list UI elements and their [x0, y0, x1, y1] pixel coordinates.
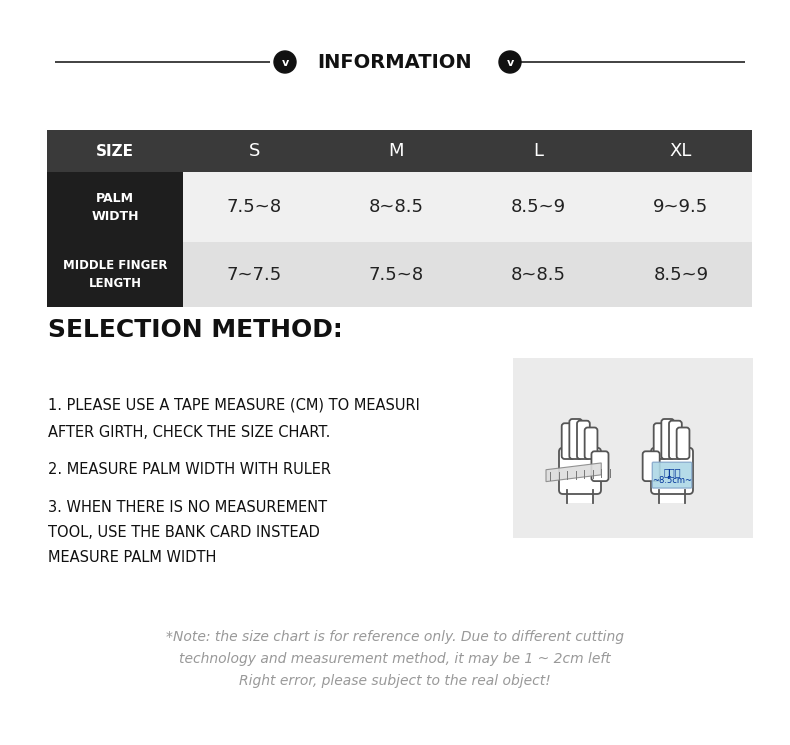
Bar	[665, 450, 670, 459]
Text: 7.5~8: 7.5~8	[227, 198, 282, 216]
Text: v: v	[281, 58, 288, 68]
Text: XL: XL	[670, 142, 692, 160]
Text: INFORMATION: INFORMATION	[318, 52, 472, 72]
Bar	[47, 130, 752, 172]
Bar	[183, 242, 752, 307]
Bar	[47, 242, 183, 307]
Bar	[659, 486, 685, 503]
Text: 9~9.5: 9~9.5	[653, 198, 709, 216]
Bar	[566, 450, 570, 459]
FancyBboxPatch shape	[642, 451, 660, 481]
Text: 2. MEASURE PALM WIDTH WITH RULER: 2. MEASURE PALM WIDTH WITH RULER	[48, 462, 331, 477]
Text: 8~8.5: 8~8.5	[369, 198, 424, 216]
Text: L: L	[533, 142, 544, 160]
Text: M: M	[389, 142, 404, 160]
Text: 8~8.5: 8~8.5	[511, 265, 566, 284]
Text: Right error, please subject to the real object!: Right error, please subject to the real …	[239, 674, 551, 688]
FancyBboxPatch shape	[651, 448, 693, 494]
Bar	[567, 486, 592, 503]
Text: PALM
WIDTH: PALM WIDTH	[92, 191, 139, 223]
FancyBboxPatch shape	[577, 421, 590, 459]
Text: 銀行卡: 銀行卡	[663, 466, 681, 477]
Text: ~8.5cm~: ~8.5cm~	[652, 476, 692, 485]
Bar	[658, 450, 663, 459]
FancyBboxPatch shape	[570, 419, 582, 459]
Bar	[681, 450, 686, 459]
Text: AFTER GIRTH, CHECK THE SIZE CHART.: AFTER GIRTH, CHECK THE SIZE CHART.	[48, 425, 330, 440]
Text: 8.5~9: 8.5~9	[511, 198, 566, 216]
FancyBboxPatch shape	[677, 428, 690, 459]
Bar	[589, 450, 593, 459]
Text: 3. WHEN THERE IS NO MEASUREMENT: 3. WHEN THERE IS NO MEASUREMENT	[48, 500, 327, 515]
Text: 7~7.5: 7~7.5	[227, 265, 282, 284]
Bar	[673, 450, 678, 459]
Bar	[183, 172, 752, 242]
Ellipse shape	[274, 51, 296, 73]
FancyBboxPatch shape	[559, 448, 601, 494]
Text: MIDDLE FINGER
LENGTH: MIDDLE FINGER LENGTH	[62, 259, 167, 290]
FancyBboxPatch shape	[592, 451, 608, 481]
Polygon shape	[546, 463, 601, 481]
Text: SIZE: SIZE	[96, 144, 134, 159]
Text: 8.5~9: 8.5~9	[653, 265, 709, 284]
FancyBboxPatch shape	[661, 419, 674, 459]
FancyBboxPatch shape	[585, 428, 597, 459]
Text: S: S	[248, 142, 260, 160]
Ellipse shape	[499, 51, 521, 73]
Bar	[574, 450, 578, 459]
Bar	[47, 172, 183, 242]
FancyBboxPatch shape	[653, 462, 692, 488]
FancyBboxPatch shape	[653, 423, 667, 459]
Text: SELECTION METHOD:: SELECTION METHOD:	[48, 318, 343, 342]
FancyBboxPatch shape	[562, 423, 574, 459]
Bar	[581, 450, 586, 459]
Bar	[513, 358, 753, 538]
Text: *Note: the size chart is for reference only. Due to different cutting: *Note: the size chart is for reference o…	[166, 630, 624, 644]
Text: MEASURE PALM WIDTH: MEASURE PALM WIDTH	[48, 550, 216, 565]
FancyBboxPatch shape	[669, 421, 682, 459]
Text: 7.5~8: 7.5~8	[369, 265, 424, 284]
Text: 1. PLEASE USE A TAPE MEASURE (CM) TO MEASURI: 1. PLEASE USE A TAPE MEASURE (CM) TO MEA…	[48, 398, 419, 413]
Text: TOOL, USE THE BANK CARD INSTEAD: TOOL, USE THE BANK CARD INSTEAD	[48, 525, 320, 540]
Text: v: v	[506, 58, 514, 68]
Text: technology and measurement method, it may be 1 ~ 2cm left: technology and measurement method, it ma…	[179, 652, 611, 666]
